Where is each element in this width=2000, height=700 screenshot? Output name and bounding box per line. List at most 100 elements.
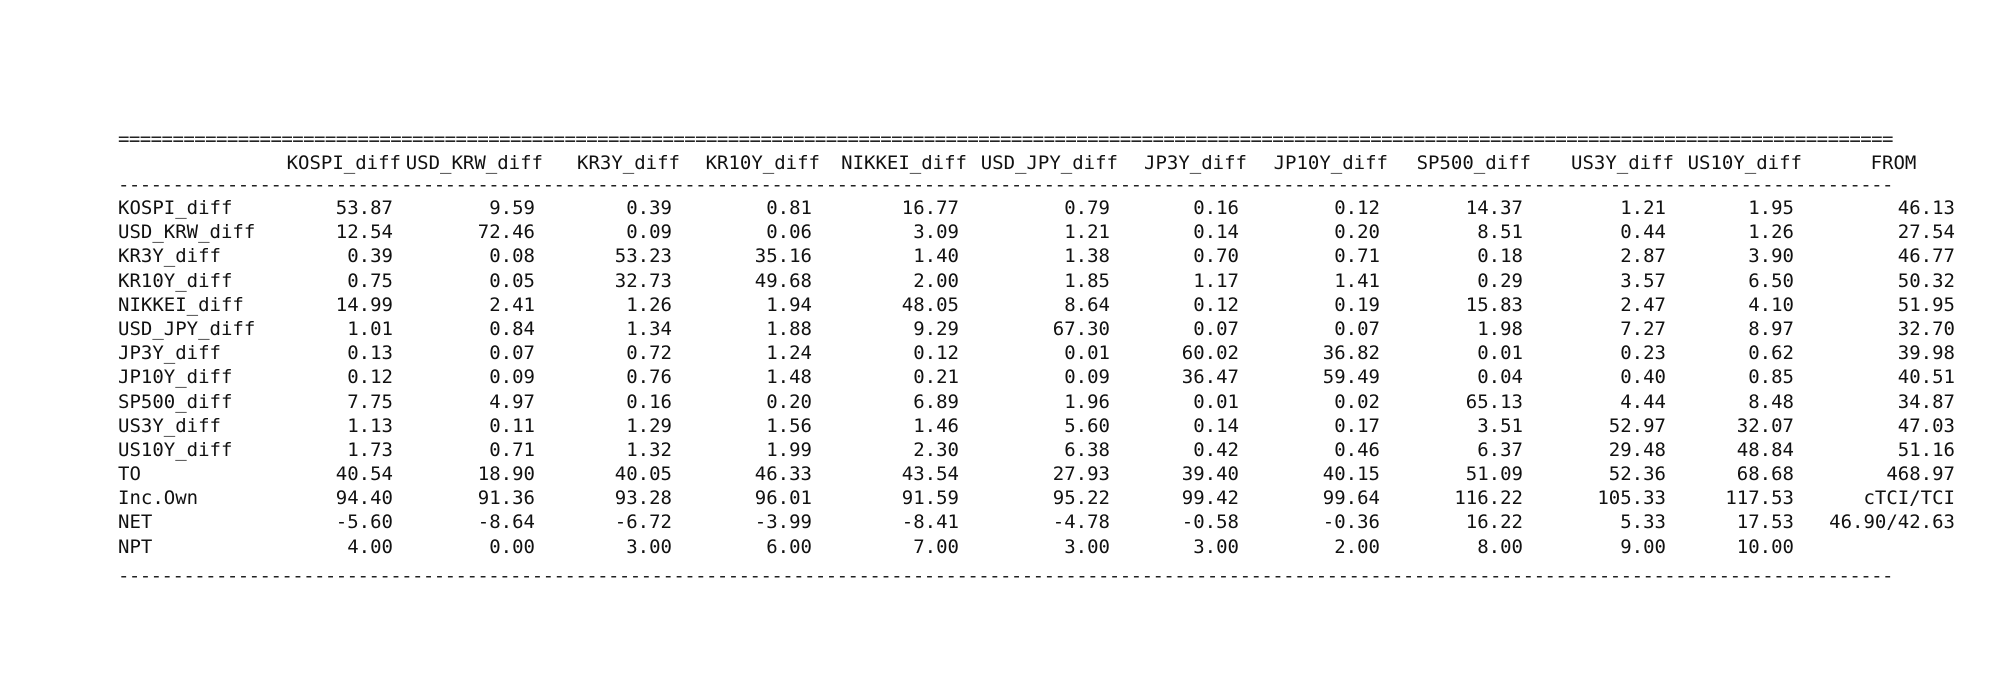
table-row: NPT 4.00 0.00 3.00 6.00 7.00 3.00 3.00 2.00 8.00 9… [118,535,1893,559]
column-header: JP3Y_diff [1144,152,1247,174]
table-cell: 15.83 [1465,293,1523,316]
table-cell: 0.42 [1193,438,1239,461]
table-cell: 3.00 [626,535,672,558]
row-label: SP500_diff [118,390,233,413]
table-cell: 117.53 [1725,487,1794,510]
table-cell: 4.97 [489,390,535,413]
table-cell: 0.01 [1193,390,1239,413]
table-cell: 91.59 [901,487,959,510]
table-cell: 0.01 [1477,342,1523,365]
table-cell: 0.05 [489,269,535,292]
table-cell: 0.20 [1334,221,1380,244]
table-cell: 8.51 [1477,221,1523,244]
column-header: USD_JPY_diff [980,152,1118,174]
table-cell: 0.02 [1334,390,1380,413]
table-cell: 4.44 [1620,390,1666,413]
table-cell: 1.34 [626,317,672,340]
table-cell: 8.64 [1064,293,1110,316]
table-cell: 0.29 [1477,269,1523,292]
table-cell: 0.17 [1334,414,1380,437]
table-cell: 3.57 [1620,269,1666,292]
table-cell: 48.84 [1736,438,1794,461]
table-cell: 32.07 [1736,414,1794,437]
table-cell: 6.00 [766,535,812,558]
table-cell: 2.00 [1334,535,1380,558]
table-cell: 1.73 [347,438,393,461]
table-cell: 1.99 [766,438,812,461]
table-cell: 116.22 [1454,487,1523,510]
table-cell: -0.36 [1322,511,1380,534]
table-cell: 91.36 [477,487,535,510]
table-cell: 9.29 [913,317,959,340]
from-cell: 40.51 [1897,366,1955,389]
table-cell: 53.23 [614,245,672,268]
table-cell: 7.75 [347,390,393,413]
table-row: USD_KRW_diff 12.54 72.46 0.09 0.06 3.09 1.21 0.… [118,220,1955,244]
table-cell: 1.96 [1064,390,1110,413]
table-cell: 0.40 [1620,366,1666,389]
table-cell: 53.87 [335,197,393,219]
from-cell: 39.98 [1897,342,1955,365]
table-cell: 0.09 [1064,366,1110,389]
table-cell: 0.12 [1193,293,1239,316]
table-cell: 2.47 [1620,293,1666,316]
column-header: JP10Y_diff [1273,152,1388,174]
table-cell: 8.48 [1748,390,1794,413]
table-cell: 40.05 [614,463,672,486]
column-header: KOSPI_diff [286,152,401,174]
row-label: NET [118,511,153,534]
table-cell: 0.01 [1064,342,1110,365]
table-row: US3Y_diff 1.13 0.11 1.29 1.56 1.46 5.60 0.14 0.1… [118,414,1955,438]
table-cell: 52.36 [1608,463,1666,486]
table-cell: 0.08 [489,245,535,268]
table-cell: 3.00 [1064,535,1110,558]
table-row: JP3Y_diff 0.13 0.07 0.72 1.24 0.12 0.01 60.02 36… [118,341,1955,365]
table-cell: 1.46 [913,414,959,437]
table-cell: 0.06 [766,221,812,244]
table-row: NET -5.60 -8.64 -6.72 -3.99 -8.41 -4.78 -0.58 -0… [118,510,1955,534]
single-rule-bottom: ----------------------------------------… [118,568,1893,583]
column-header: KR3Y_diff [577,152,680,174]
table-cell: 8.00 [1477,535,1523,558]
table-cell: 0.39 [626,197,672,219]
table-cell: 1.26 [626,293,672,316]
table-cell: 0.07 [1193,317,1239,340]
table-cell: 9.59 [489,197,535,219]
from-cell: 50.32 [1897,269,1955,292]
row-label: NIKKEI_diff [118,293,244,316]
table-cell: 14.37 [1465,197,1523,219]
table-cell: 1.38 [1064,245,1110,268]
table-cell: 0.12 [347,366,393,389]
table-cell: 0.39 [347,245,393,268]
table-cell: 16.77 [901,197,959,219]
table-cell: -4.78 [1052,511,1110,534]
table-cell: 72.46 [477,221,535,244]
table-cell: -6.72 [614,511,672,534]
from-cell: 46.77 [1897,245,1955,268]
table-cell: 4.10 [1748,293,1794,316]
table-cell: 52.97 [1608,414,1666,437]
column-header: NIKKEI_diff [841,152,967,174]
table-cell: 1.85 [1064,269,1110,292]
table-cell: 36.82 [1322,342,1380,365]
table-cell: 0.12 [913,342,959,365]
table-cell: 0.76 [626,366,672,389]
table-cell: 0.23 [1620,342,1666,365]
table-cell: 1.21 [1620,197,1666,219]
table-cell: 1.32 [626,438,672,461]
table-cell: 0.04 [1477,366,1523,389]
row-label: US10Y_diff [118,438,233,461]
table-row: KR10Y_diff 0.75 0.05 32.73 49.68 2.00 1.85 1.17… [118,269,1955,293]
table-cell: 7.27 [1620,317,1666,340]
table-cell: 1.95 [1748,197,1794,219]
row-label: US3Y_diff [118,414,221,437]
table-cell: 99.64 [1322,487,1380,510]
table-cell: 7.00 [913,535,959,558]
table-row: Inc.Own 94.40 91.36 93.28 96.01 91.59 95.22 99.… [118,486,1955,510]
row-label: JP10Y_diff [118,366,233,389]
table-cell: 49.68 [754,269,812,292]
table-cell: 0.09 [626,221,672,244]
row-label: KR10Y_diff [118,269,233,292]
from-cell: 51.95 [1897,293,1955,316]
table-row: NIKKEI_diff 14.99 2.41 1.26 1.94 48.05 8.64 0.1… [118,293,1955,317]
